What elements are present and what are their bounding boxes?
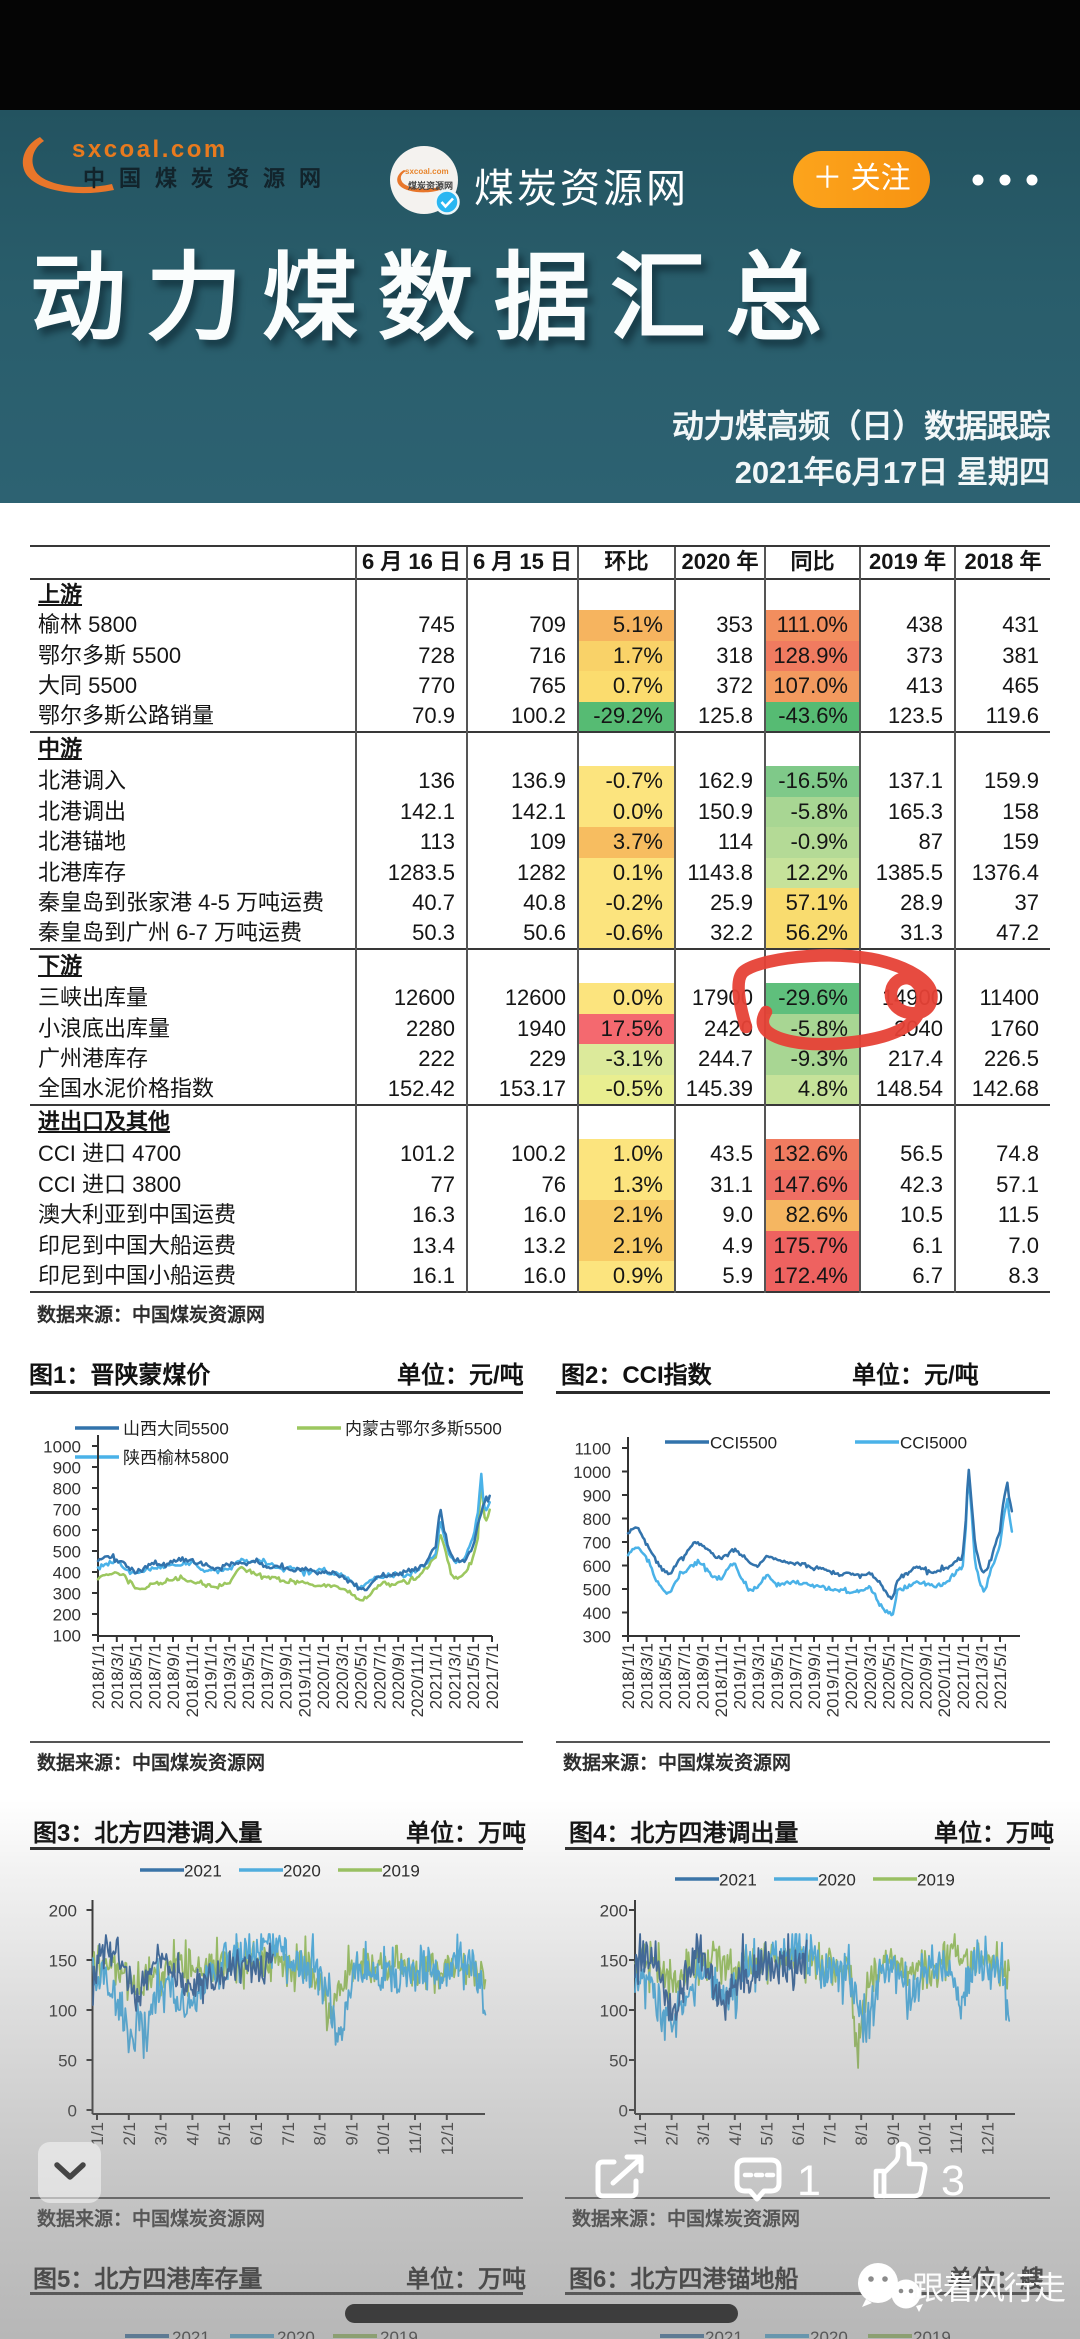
svg-text:2020/11/1: 2020/11/1 bbox=[935, 1643, 954, 1717]
svg-text:2020/7/1: 2020/7/1 bbox=[370, 1643, 389, 1709]
svg-text:2018/1/1: 2018/1/1 bbox=[619, 1643, 638, 1709]
svg-text:2018/5/1: 2018/5/1 bbox=[127, 1643, 146, 1709]
svg-text:1000: 1000 bbox=[573, 1463, 611, 1482]
svg-text:2018/5/1: 2018/5/1 bbox=[656, 1643, 675, 1709]
svg-text:800: 800 bbox=[53, 1480, 81, 1499]
svg-text:2019/11/1: 2019/11/1 bbox=[295, 1643, 314, 1717]
svg-text:2019/3/1: 2019/3/1 bbox=[220, 1643, 239, 1709]
svg-text:2018/9/1: 2018/9/1 bbox=[693, 1643, 712, 1709]
svg-text:300: 300 bbox=[53, 1585, 81, 1604]
svg-text:2020/3/1: 2020/3/1 bbox=[333, 1643, 352, 1709]
svg-text:2019/7/1: 2019/7/1 bbox=[258, 1643, 277, 1709]
svg-text:CCI5000: CCI5000 bbox=[900, 1434, 967, 1453]
svg-text:3: 3 bbox=[941, 2157, 965, 2205]
svg-text:中国煤炭资源网: 中国煤炭资源网 bbox=[83, 166, 335, 191]
svg-text:2020/5/1: 2020/5/1 bbox=[879, 1643, 898, 1709]
svg-text:2020/11/1: 2020/11/1 bbox=[408, 1643, 427, 1717]
svg-text:2020/9/1: 2020/9/1 bbox=[917, 1643, 936, 1709]
svg-text:内蒙古鄂尔多斯5500: 内蒙古鄂尔多斯5500 bbox=[345, 1420, 502, 1439]
svg-text:2020/7/1: 2020/7/1 bbox=[898, 1643, 917, 1709]
svg-text:2019/7/1: 2019/7/1 bbox=[786, 1643, 805, 1709]
svg-text:2019/5/1: 2019/5/1 bbox=[239, 1643, 258, 1709]
svg-text:2018/3/1: 2018/3/1 bbox=[638, 1643, 657, 1709]
svg-text:CCI5500: CCI5500 bbox=[710, 1434, 777, 1453]
svg-text:700: 700 bbox=[583, 1534, 611, 1553]
svg-text:2021/3/1: 2021/3/1 bbox=[972, 1643, 991, 1709]
svg-text:400: 400 bbox=[583, 1604, 611, 1623]
svg-text:400: 400 bbox=[53, 1564, 81, 1583]
svg-text:山西大同5500: 山西大同5500 bbox=[123, 1420, 229, 1439]
svg-text:煤炭资源网: 煤炭资源网 bbox=[408, 180, 453, 191]
svg-text:2021/1/1: 2021/1/1 bbox=[954, 1643, 973, 1709]
svg-text:2021/7/1: 2021/7/1 bbox=[483, 1643, 502, 1709]
svg-text:2020/1/1: 2020/1/1 bbox=[314, 1643, 333, 1709]
svg-text:2021/1/1: 2021/1/1 bbox=[427, 1643, 446, 1709]
svg-text:700: 700 bbox=[53, 1501, 81, 1520]
svg-text:800: 800 bbox=[583, 1510, 611, 1529]
svg-text:2021/5/1: 2021/5/1 bbox=[991, 1643, 1010, 1709]
svg-text:2020/3/1: 2020/3/1 bbox=[861, 1643, 880, 1709]
svg-text:2019/1/1: 2019/1/1 bbox=[731, 1643, 750, 1709]
svg-text:2018/7/1: 2018/7/1 bbox=[145, 1643, 164, 1709]
svg-text:2021/5/1: 2021/5/1 bbox=[464, 1643, 483, 1709]
svg-text:2018/1/1: 2018/1/1 bbox=[89, 1643, 108, 1709]
svg-text:2018/3/1: 2018/3/1 bbox=[108, 1643, 127, 1709]
svg-text:900: 900 bbox=[583, 1487, 611, 1506]
svg-text:500: 500 bbox=[583, 1581, 611, 1600]
svg-text:2020/9/1: 2020/9/1 bbox=[389, 1643, 408, 1709]
svg-text:2019/9/1: 2019/9/1 bbox=[805, 1643, 824, 1709]
svg-text:sxcoal.com: sxcoal.com bbox=[405, 167, 449, 176]
svg-text:600: 600 bbox=[53, 1522, 81, 1541]
svg-text:2020/1/1: 2020/1/1 bbox=[842, 1643, 861, 1709]
svg-text:2019/1/1: 2019/1/1 bbox=[202, 1643, 221, 1709]
svg-text:陕西榆林5800: 陕西榆林5800 bbox=[123, 1449, 229, 1468]
svg-text:2020/5/1: 2020/5/1 bbox=[352, 1643, 371, 1709]
svg-text:200: 200 bbox=[53, 1606, 81, 1625]
svg-text:2018/7/1: 2018/7/1 bbox=[675, 1643, 694, 1709]
svg-text:2021/3/1: 2021/3/1 bbox=[445, 1643, 464, 1709]
svg-text:1100: 1100 bbox=[574, 1440, 611, 1459]
svg-text:2019/11/1: 2019/11/1 bbox=[824, 1643, 843, 1717]
svg-text:2018/11/1: 2018/11/1 bbox=[712, 1643, 731, 1717]
svg-text:600: 600 bbox=[583, 1557, 611, 1576]
svg-text:2019/3/1: 2019/3/1 bbox=[749, 1643, 768, 1709]
svg-text:1000: 1000 bbox=[43, 1438, 81, 1457]
svg-text:2018/9/1: 2018/9/1 bbox=[164, 1643, 183, 1709]
svg-text:500: 500 bbox=[53, 1543, 81, 1562]
svg-text:sxcoal.com: sxcoal.com bbox=[72, 136, 228, 163]
svg-text:900: 900 bbox=[53, 1459, 81, 1478]
svg-text:2019/5/1: 2019/5/1 bbox=[768, 1643, 787, 1709]
svg-text:2018/11/1: 2018/11/1 bbox=[183, 1643, 202, 1717]
svg-text:1: 1 bbox=[797, 2157, 821, 2205]
svg-text:跟着风行走: 跟着风行走 bbox=[912, 2270, 1065, 2306]
svg-text:2019/9/1: 2019/9/1 bbox=[277, 1643, 296, 1709]
svg-text:100: 100 bbox=[53, 1627, 81, 1646]
svg-text:300: 300 bbox=[583, 1628, 611, 1647]
